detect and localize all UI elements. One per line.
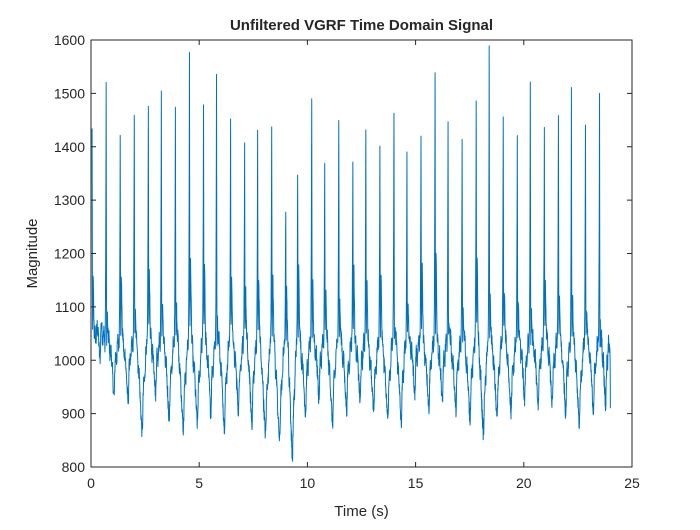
y-tick-label: 1600 [54,32,85,48]
x-axis-label: Time (s) [334,503,388,520]
y-axis-label: Magnitude [24,218,41,288]
chart-title: Unfiltered VGRF Time Domain Signal [230,17,493,34]
x-axis: 0 5 10 15 20 25 [87,40,640,491]
vgrf-signal-line [91,45,611,462]
y-tick-label: 1000 [54,352,85,368]
x-tick-label: 0 [87,475,95,491]
y-tick-label: 900 [62,406,86,422]
y-tick-label: 1500 [54,85,85,101]
x-tick-label: 10 [300,475,316,491]
series-layer [91,45,611,462]
x-tick-label: 25 [624,475,640,491]
y-tick-label: 1200 [54,246,85,262]
y-tick-label: 1400 [54,139,85,155]
plot-area [91,40,632,467]
x-tick-label: 15 [408,475,424,491]
x-tick-label: 5 [195,475,203,491]
x-tick-label: 20 [516,475,532,491]
y-axis: 800 900 1000 1100 1200 1300 1400 1500 1600 [54,32,632,475]
y-tick-label: 800 [62,459,86,475]
y-tick-label: 1100 [55,299,85,315]
y-tick-label: 1300 [54,192,85,208]
